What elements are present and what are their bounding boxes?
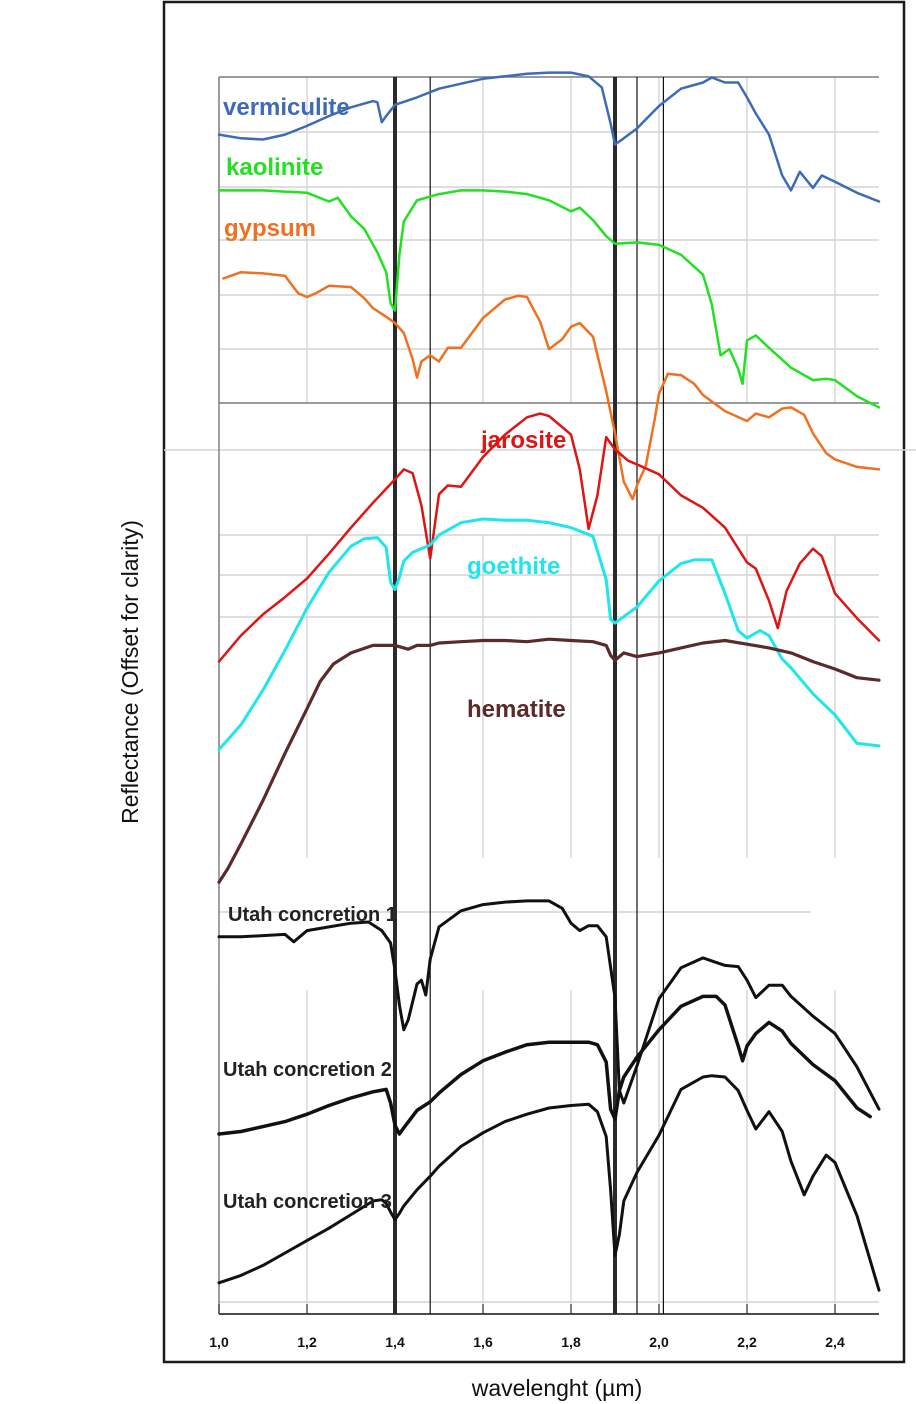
series-label-kaolinite: kaolinite <box>226 154 323 181</box>
series-label-hematite: hematite <box>467 696 566 723</box>
series-label-jarosite: jarosite <box>480 427 566 454</box>
x-tick-labels: 1,0 1,2 1,4 1,6 1,8 2,0 2,2 2,4 <box>209 1334 845 1350</box>
series-line-utah-concretion-3 <box>217 1074 881 1292</box>
series-line-utah-concretion-2 <box>217 994 872 1136</box>
series-line-gypsum <box>222 270 881 501</box>
x-tick-label: 2,2 <box>737 1334 757 1350</box>
series-label-gypsum: gypsum <box>224 215 316 242</box>
series-line-jarosite <box>217 412 881 663</box>
series-label-utah-concretion-1: Utah concretion 1 <box>228 904 397 926</box>
series-line-hematite <box>217 637 881 884</box>
series-labels: vermiculite kaolinite gypsum jarosite go… <box>223 94 566 1213</box>
y-axis-title: Reflectance (Offset for clarity) <box>117 520 143 824</box>
series-label-goethite: goethite <box>467 553 560 580</box>
panel-edges <box>218 76 879 1315</box>
series-lines <box>217 71 881 1292</box>
series-label-vermiculite: vermiculite <box>223 94 350 121</box>
x-tick-label: 1,6 <box>473 1334 493 1350</box>
series-line-vermiculite <box>217 71 881 203</box>
x-tick-label: 1,2 <box>297 1334 317 1350</box>
series-label-utah-concretion-3: Utah concretion 3 <box>223 1191 392 1213</box>
x-tick-label: 2,4 <box>825 1334 845 1350</box>
x-tick-label: 1,0 <box>209 1334 229 1350</box>
series-label-utah-concretion-2: Utah concretion 2 <box>223 1059 392 1081</box>
outer-frame <box>162 0 906 1364</box>
x-tick-label: 1,4 <box>385 1334 405 1350</box>
series-line-kaolinite <box>217 189 881 409</box>
series-line-goethite <box>217 517 881 752</box>
x-tick-label: 1,8 <box>561 1334 581 1350</box>
x-axis-title: wavelenght (µm) <box>471 1375 642 1401</box>
x-tick-label: 2,0 <box>649 1334 669 1350</box>
series-line-utah-concretion-1 <box>217 899 881 1111</box>
